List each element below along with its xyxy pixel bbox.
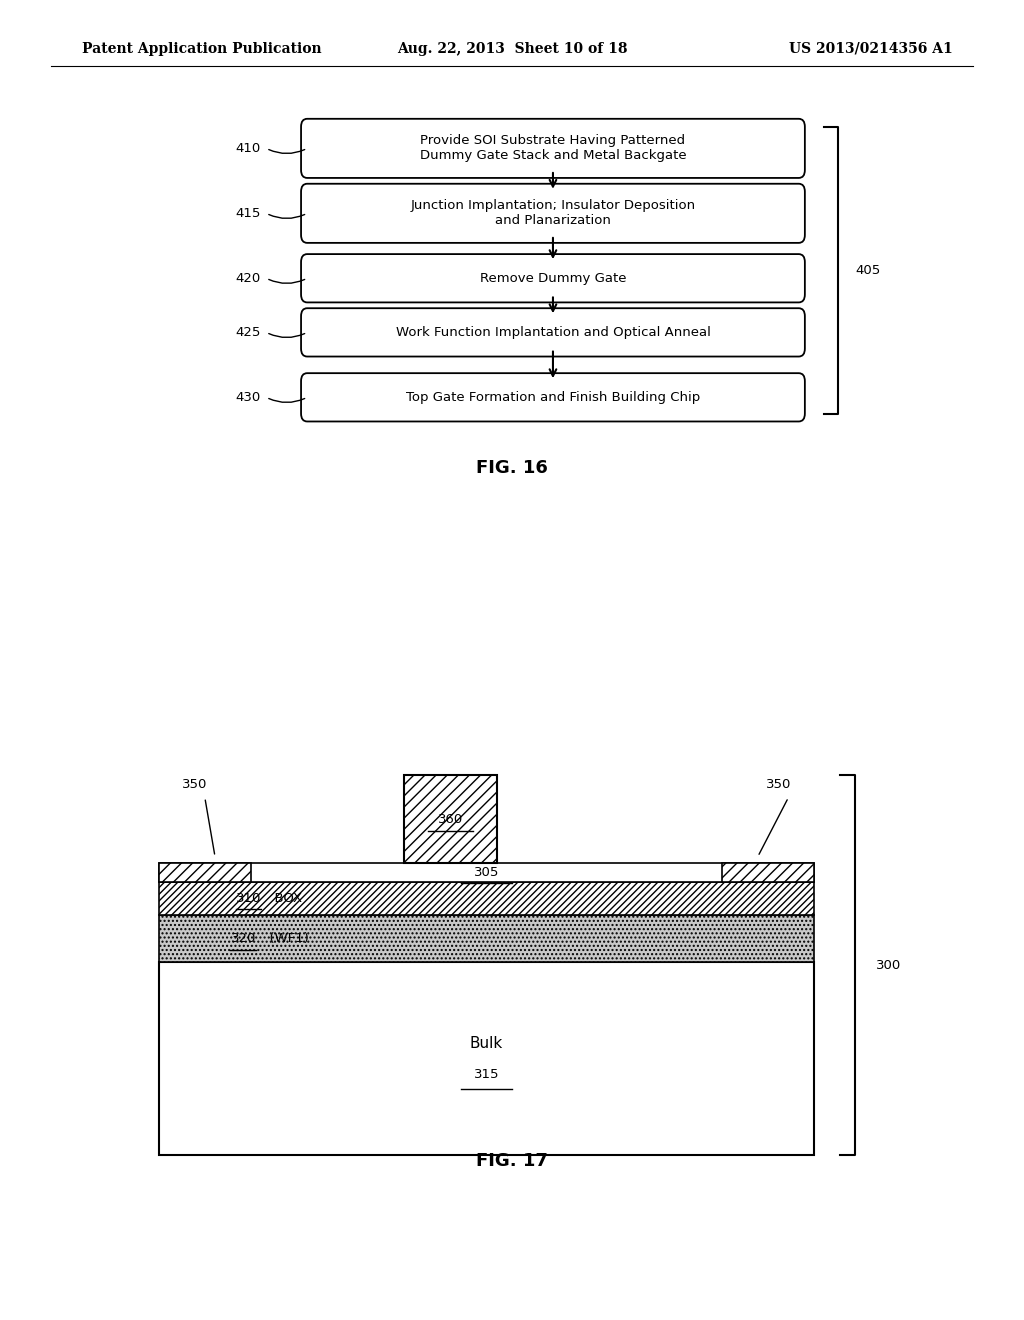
FancyBboxPatch shape xyxy=(301,119,805,178)
Bar xyxy=(159,863,251,882)
Text: 300: 300 xyxy=(876,958,901,972)
FancyBboxPatch shape xyxy=(301,374,805,421)
Text: 315: 315 xyxy=(474,1068,499,1081)
Text: (WF1): (WF1) xyxy=(261,932,309,945)
Text: 350: 350 xyxy=(182,777,207,791)
Text: Patent Application Publication: Patent Application Publication xyxy=(82,42,322,55)
FancyBboxPatch shape xyxy=(301,253,805,302)
Text: 310: 310 xyxy=(236,892,261,906)
Text: Bulk: Bulk xyxy=(470,1035,503,1051)
Text: Junction Implantation; Insulator Deposition
and Planarization: Junction Implantation; Insulator Deposit… xyxy=(411,199,695,227)
Text: Provide SOI Substrate Having Patterned
Dummy Gate Stack and Metal Backgate: Provide SOI Substrate Having Patterned D… xyxy=(420,135,686,162)
FancyBboxPatch shape xyxy=(301,309,805,356)
FancyBboxPatch shape xyxy=(301,183,805,243)
Text: BOX: BOX xyxy=(266,892,302,906)
Bar xyxy=(159,916,814,962)
Text: Work Function Implantation and Optical Anneal: Work Function Implantation and Optical A… xyxy=(395,326,711,339)
Text: 420: 420 xyxy=(236,272,261,285)
Text: Top Gate Formation and Finish Building Chip: Top Gate Formation and Finish Building C… xyxy=(406,391,700,404)
Text: Remove Dummy Gate: Remove Dummy Gate xyxy=(479,272,627,285)
Text: FIG. 17: FIG. 17 xyxy=(476,1151,548,1170)
Text: 405: 405 xyxy=(855,264,881,277)
Text: 430: 430 xyxy=(236,391,261,404)
Text: 305: 305 xyxy=(474,866,499,879)
Text: 320: 320 xyxy=(230,932,256,945)
Text: 360: 360 xyxy=(438,813,463,825)
Text: 415: 415 xyxy=(236,207,261,220)
Bar xyxy=(404,775,497,863)
Text: 410: 410 xyxy=(236,141,261,154)
Bar xyxy=(159,962,814,1155)
Text: 425: 425 xyxy=(236,326,261,339)
Bar xyxy=(159,863,814,882)
Text: FIG. 16: FIG. 16 xyxy=(476,458,548,477)
Bar xyxy=(159,882,814,916)
Text: 350: 350 xyxy=(766,777,791,791)
Bar xyxy=(722,863,814,882)
Text: US 2013/0214356 A1: US 2013/0214356 A1 xyxy=(788,42,952,55)
Text: Aug. 22, 2013  Sheet 10 of 18: Aug. 22, 2013 Sheet 10 of 18 xyxy=(396,42,628,55)
